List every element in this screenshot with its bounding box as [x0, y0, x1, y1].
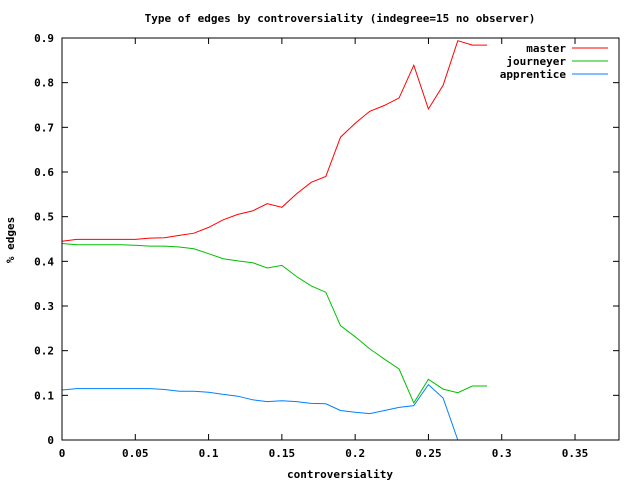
y-tick-label-3: 0.3	[34, 300, 54, 313]
plot-frame	[61, 37, 620, 441]
y-tick-label-8: 0.8	[34, 77, 54, 90]
y-tick-label-1: 0.1	[34, 389, 54, 402]
legend-label-master: master	[526, 42, 566, 55]
x-tick-label-5: 0.25	[415, 447, 442, 460]
chart-title: Type of edges by controversiality (indeg…	[145, 12, 536, 25]
x-tick-label-7: 0.35	[562, 447, 589, 460]
x-tick-label-1: 0.05	[122, 447, 149, 460]
y-tick-label-7: 0.7	[34, 121, 54, 134]
y-tick-label-2: 0.2	[34, 345, 54, 358]
y-tick-label-0: 0	[47, 434, 54, 447]
series-line-master	[61, 40, 488, 242]
y-tick-label-5: 0.5	[34, 211, 54, 224]
series-line-journeyer	[61, 243, 488, 404]
x-tick-label-4: 0.2	[345, 447, 365, 460]
x-tick-label-3: 0.15	[269, 447, 296, 460]
x-axis-label: controversiality	[287, 468, 393, 480]
y-tick-label-4: 0.4	[34, 255, 54, 268]
x-tick-label-0: 0	[59, 447, 66, 460]
series-layer	[61, 40, 488, 441]
y-tick-label-6: 0.6	[34, 166, 54, 179]
x-tick-label-2: 0.1	[199, 447, 219, 460]
legend-label-apprentice: apprentice	[500, 68, 567, 81]
x-tick-label-6: 0.3	[492, 447, 512, 460]
ticks-layer: 0 0.05 0.1 0.15 0.2 0.25 0.3 0.35 0 0.1 0.2 0.3 0.4 0…	[34, 32, 619, 460]
y-axis-label: % edges	[4, 217, 17, 263]
legend-label-journeyer: journeyer	[506, 55, 566, 68]
y-tick-label-9: 0.9	[34, 32, 54, 45]
series-line-apprentice	[61, 383, 459, 441]
